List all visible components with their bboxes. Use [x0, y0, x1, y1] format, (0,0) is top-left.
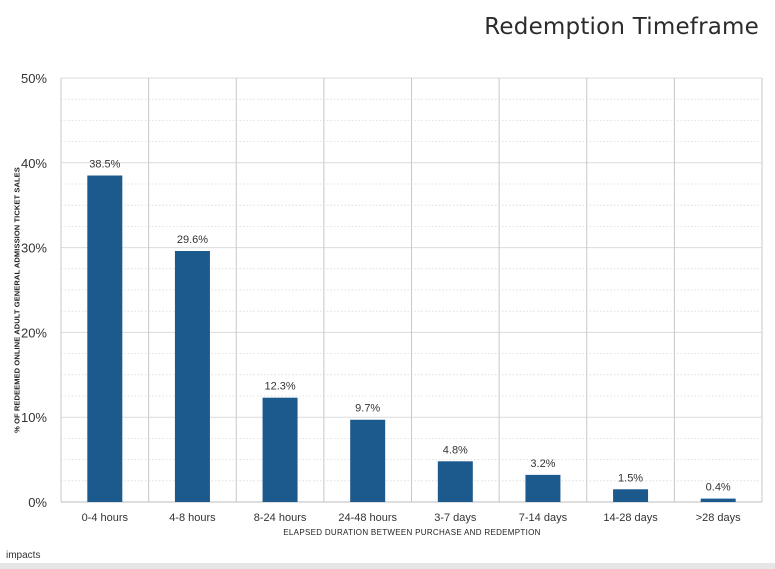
bottom-strip: [0, 563, 775, 569]
bar-value-label: 38.5%: [89, 159, 120, 171]
x-tick-label: 0-4 hours: [82, 512, 129, 524]
bar: [613, 489, 649, 502]
bar-value-label: 3.2%: [530, 458, 555, 470]
bar: [700, 498, 736, 502]
bar-value-label: 9.7%: [355, 403, 380, 415]
y-tick-label: 30%: [21, 241, 47, 256]
y-tick-label: 10%: [21, 410, 47, 425]
x-tick-label: 24-48 hours: [338, 512, 397, 524]
bar: [350, 419, 386, 502]
x-tick-label: >28 days: [696, 512, 741, 524]
x-tick-label: 3-7 days: [434, 512, 477, 524]
y-tick-label: 20%: [21, 325, 47, 340]
chart-title: Redemption Timeframe: [484, 14, 759, 40]
bar-value-label: 29.6%: [177, 234, 208, 246]
y-axis-label: % OF REDEEMED ONLINE ADULT GENERAL ADMIS…: [12, 167, 22, 433]
x-tick-label: 7-14 days: [519, 512, 568, 524]
x-axis-label: ELAPSED DURATION BETWEEN PURCHASE AND RE…: [283, 528, 541, 537]
bar-value-label: 4.8%: [443, 444, 468, 456]
bar: [174, 250, 210, 502]
bar: [437, 461, 473, 502]
x-tick-label: 8-24 hours: [254, 512, 307, 524]
y-tick-label: 40%: [21, 156, 47, 171]
bar-value-label: 12.3%: [264, 381, 295, 393]
y-tick-label: 0%: [28, 495, 47, 510]
x-tick-label: 4-8 hours: [169, 512, 216, 524]
bar: [87, 175, 123, 502]
bar-value-label: 0.4%: [706, 482, 731, 494]
y-tick-label: 50%: [21, 71, 47, 86]
bar: [525, 474, 561, 502]
bar-value-label: 1.5%: [618, 472, 643, 484]
bar: [262, 397, 298, 502]
impacts-logo: impacts: [6, 550, 41, 561]
x-tick-label: 14-28 days: [603, 512, 658, 524]
